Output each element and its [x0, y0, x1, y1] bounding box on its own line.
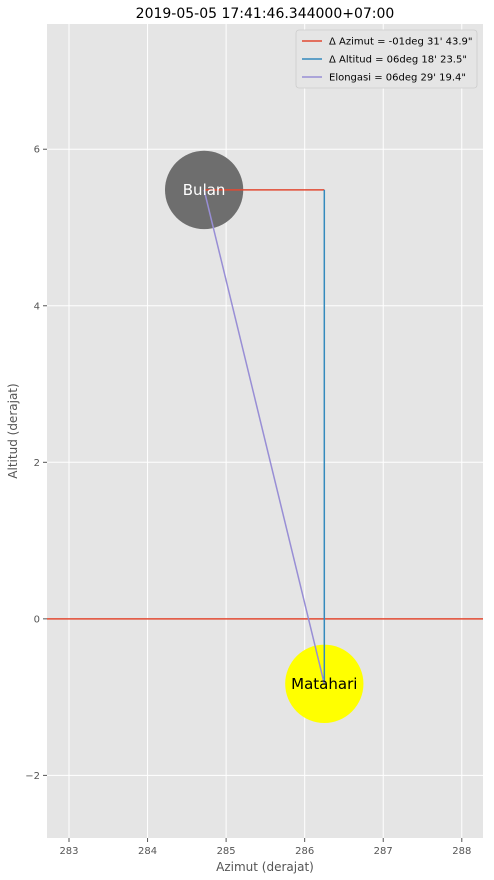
series-line-2 — [203, 189, 326, 684]
x-tick-label: 286 — [295, 846, 314, 857]
y-axis: −2 0 2 4 6 — [25, 145, 47, 782]
y-tick-label: 6 — [34, 145, 40, 156]
x-tick-label: 284 — [138, 846, 157, 857]
y-axis-label: Altitud (derajat) — [6, 383, 20, 478]
legend: Δ Azimut = -01deg 31' 43.9" Δ Altitud = 0… — [295, 29, 478, 89]
body-label-matahari: Matahari — [291, 675, 357, 693]
legend-entry-0: Δ Azimut = -01deg 31' 43.9" — [329, 37, 473, 48]
x-axis: 283 284 285 286 287 288 — [59, 838, 471, 857]
x-tick-label: 283 — [59, 846, 78, 857]
y-tick-label: 2 — [34, 458, 40, 469]
x-tick-label: 288 — [452, 846, 471, 857]
plot-area: Bulan Matahari — [47, 24, 483, 838]
legend-box — [295, 29, 478, 89]
x-tick-label: 285 — [217, 846, 236, 857]
x-tick-label: 287 — [374, 846, 393, 857]
chart-title: 2019-05-05 17:41:46.344000+07:00 — [136, 6, 395, 22]
y-tick-label: −2 — [25, 771, 40, 782]
body-label-bulan: Bulan — [183, 181, 226, 199]
legend-entry-2: Elongasi = 06deg 29' 19.4" — [329, 73, 466, 84]
x-axis-label: Azimut (derajat) — [216, 860, 314, 874]
legend-entry-1: Δ Altitud = 06deg 18' 23.5" — [329, 55, 467, 66]
plot-background — [47, 24, 483, 838]
y-tick-label: 4 — [34, 301, 40, 312]
y-tick-label: 0 — [34, 614, 40, 625]
plot-content: Bulan Matahari — [47, 24, 483, 838]
